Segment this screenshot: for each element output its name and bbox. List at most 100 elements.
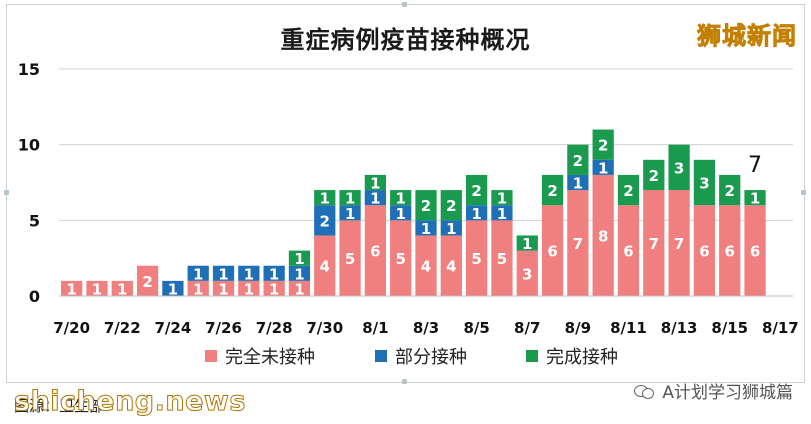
bar-segment-unvaccinated — [643, 190, 665, 296]
watermark-bottom: shicheng.news — [14, 386, 246, 418]
bar-segment-full — [415, 190, 437, 221]
data-label: 4 — [446, 258, 456, 276]
legend-swatch-full — [526, 350, 538, 362]
x-tick-label: 8/1 — [362, 319, 388, 337]
legend: 完全未接种 部分接种 完成接种 — [0, 343, 811, 369]
data-label: 2 — [446, 197, 456, 215]
x-tick-label: 8/7 — [514, 319, 540, 337]
data-label: 7 — [573, 235, 583, 253]
data-label: 2 — [421, 197, 431, 215]
bar-segment-full — [465, 174, 488, 206]
bar-segment-partial — [263, 265, 285, 281]
bar-segment-unvaccinated — [415, 235, 437, 296]
x-tick-label: 8/11 — [610, 319, 647, 337]
data-label: 1 — [66, 280, 76, 298]
data-label: 2 — [471, 182, 481, 200]
bar-segment-full — [491, 190, 513, 206]
bar-segment-unvaccinated — [136, 265, 159, 296]
data-label: 2 — [573, 152, 583, 170]
bar-segment-full — [390, 190, 412, 206]
data-label: 3 — [674, 159, 684, 177]
data-label: 6 — [370, 243, 380, 261]
data-label: 1 — [446, 220, 456, 238]
legend-item-partial: 部分接种 — [375, 343, 467, 369]
data-label: 5 — [497, 250, 507, 268]
data-label: 1 — [471, 205, 481, 223]
data-label: 3 — [699, 175, 709, 193]
data-label: 1 — [218, 265, 228, 283]
bar-segment-full — [516, 235, 538, 251]
bar-segment-partial — [567, 174, 589, 191]
x-tick-label: 7/20 — [53, 319, 90, 337]
bar-segment-partial — [364, 190, 387, 206]
bar-segment-partial — [440, 220, 462, 236]
bar-segment-full — [314, 190, 336, 206]
resize-handle-left[interactable] — [4, 190, 9, 195]
bar-segment-unvaccinated — [592, 174, 614, 296]
data-label: 1 — [193, 265, 203, 283]
data-label: 6 — [750, 243, 760, 261]
bar-segment-full — [567, 144, 589, 175]
resize-handle-top[interactable] — [402, 2, 407, 7]
data-label: 7 — [649, 235, 659, 253]
x-tick-label: 8/17 — [762, 319, 799, 337]
y-tick-label: 10 — [18, 136, 40, 155]
data-label: 2 — [598, 137, 608, 155]
data-label: 6 — [547, 243, 557, 261]
bar-segment-partial — [212, 265, 235, 281]
bar-segment-full — [364, 174, 387, 191]
bar-segment-full — [744, 190, 766, 206]
data-label: 1 — [294, 280, 304, 298]
data-label: 2 — [623, 182, 633, 200]
data-label: 1 — [497, 205, 507, 223]
bar-segment-full — [719, 174, 741, 206]
bar-segment-partial — [415, 220, 437, 236]
x-tick-label: 7/28 — [256, 319, 293, 337]
bar-segment-full — [288, 250, 311, 266]
legend-swatch-unvaccinated — [205, 350, 217, 362]
data-label: 1 — [244, 280, 254, 298]
account-badge: A计划学习狮城篇 — [634, 378, 793, 403]
chat-bubbles-icon — [634, 383, 655, 399]
data-label: 2 — [725, 182, 735, 200]
x-tick-label: 7/26 — [205, 319, 242, 337]
data-label: 1 — [269, 265, 279, 283]
bar-segment-full — [643, 159, 665, 191]
data-label: 1 — [168, 280, 178, 298]
data-label: 6 — [623, 243, 633, 261]
resize-handle-right[interactable] — [801, 190, 806, 195]
bar-segment-unvaccinated — [212, 280, 235, 296]
bar-segment-unvaccinated — [617, 205, 640, 296]
legend-item-unvaccinated: 完全未接种 — [205, 343, 315, 369]
bar-segment-partial — [187, 265, 209, 281]
x-tick-label: 7/24 — [154, 319, 191, 337]
bar-segment-unvaccinated — [187, 280, 209, 296]
data-label: 4 — [320, 258, 330, 276]
legend-swatch-partial — [375, 350, 387, 362]
bar-segment-full — [693, 159, 716, 206]
bar-segment-partial — [288, 265, 311, 281]
x-tick-label: 7/30 — [306, 319, 343, 337]
data-label: 1 — [395, 190, 405, 208]
bar-segment-unvaccinated — [61, 280, 83, 296]
x-tick-label: 8/3 — [413, 319, 439, 337]
data-label: 5 — [395, 250, 405, 268]
bar-segment-unvaccinated — [668, 190, 690, 296]
legend-label-unvaccinated: 完全未接种 — [225, 347, 315, 368]
legend-label-full: 完成接种 — [546, 347, 618, 368]
bar-segment-unvaccinated — [491, 220, 513, 296]
resize-handle-bottom[interactable] — [402, 379, 407, 384]
bar-segment-partial — [465, 205, 488, 221]
bar-segment-unvaccinated — [364, 205, 387, 296]
bar-segment-unvaccinated — [263, 280, 285, 296]
bar-segment-partial — [162, 280, 184, 296]
bar-segment-full — [339, 190, 361, 206]
data-label: 1 — [320, 190, 330, 208]
bar-segment-unvaccinated — [693, 205, 716, 296]
data-label: 1 — [92, 280, 102, 298]
bar-segment-partial — [238, 265, 260, 281]
data-label: 1 — [218, 280, 228, 298]
y-tick-label: 15 — [18, 60, 40, 79]
source-text: 图源：卫生部 — [14, 397, 105, 415]
data-label: 1 — [750, 190, 760, 208]
